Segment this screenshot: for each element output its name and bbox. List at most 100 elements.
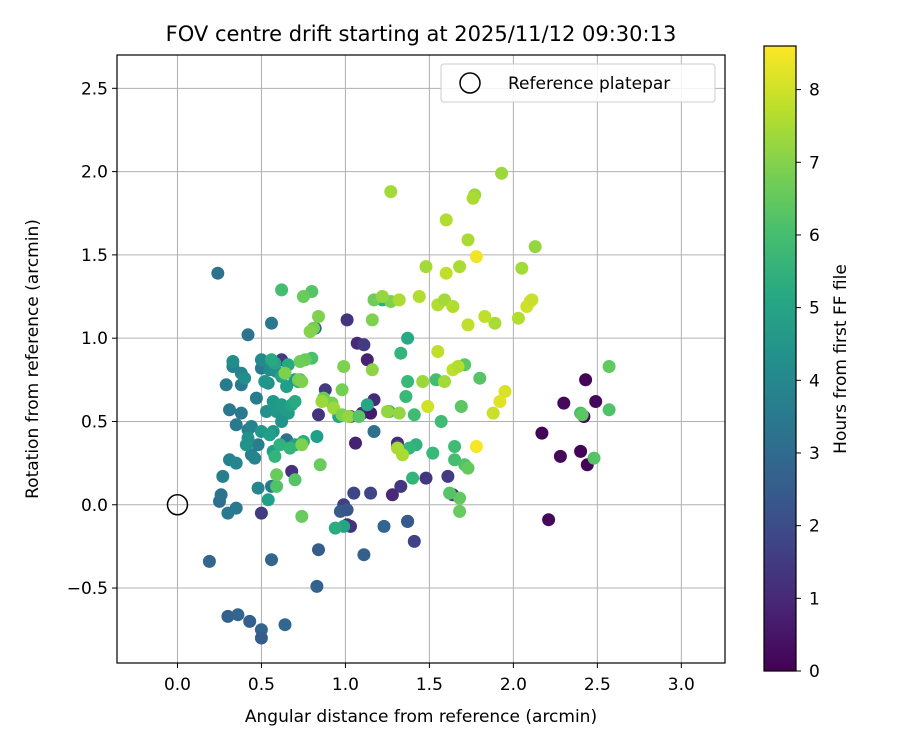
scatter-point [446,300,460,313]
scatter-point [347,486,361,500]
scatter-point [434,415,448,428]
scatter-point [221,609,235,623]
scatter-point [421,400,435,413]
scatter-point [375,290,389,303]
colorbar-tick-label: 7 [809,153,820,173]
scatter-point [557,396,571,410]
y-tick-label: 2.0 [81,163,108,183]
scatter-point [392,293,406,307]
scatter-point [473,371,487,385]
scatter-point [461,318,475,332]
scatter-point [214,488,228,502]
y-axis-label: Rotation from reference (arcmin) [23,219,43,499]
scatter-point [229,418,243,432]
scatter-point [453,491,467,505]
scatter-point [352,410,366,423]
scatter-point [288,395,302,408]
scatter-point [349,436,362,450]
scatter-point [589,395,603,408]
scatter-point [265,316,278,330]
scatter-point [515,261,529,275]
scatter-point [278,618,292,632]
scatter-point [385,488,399,502]
scatter-point [525,293,539,307]
scatter-point [275,415,289,428]
x-tick-label: 1.0 [332,675,359,695]
x-axis-label: Angular distance from reference (arcmin) [245,707,597,727]
scatter-point [342,410,356,423]
scatter-point [216,469,230,483]
scatter-point [313,458,327,472]
scatter-point [273,438,287,452]
scatter-point [229,501,243,515]
scatter-point [202,554,216,568]
scatter-point [574,444,588,458]
scatter-point [268,449,282,463]
scatter-point [295,375,309,388]
x-tick-label: 0.5 [248,675,275,695]
scatter-point [542,513,556,527]
scatter-point [270,468,284,482]
scatter-point [310,579,324,593]
y-tick-label: 2.5 [81,79,108,99]
scatter-point [364,486,378,500]
scatter-point [416,375,430,388]
colorbar-tick-label: 2 [809,517,820,537]
scatter-point [328,521,342,535]
scatter-point [453,260,467,274]
legend-box [440,63,716,103]
scatter-point [412,290,426,303]
scatter-point [377,519,391,533]
scatter-point [312,408,325,422]
scatter-point [249,391,263,405]
scatter-point [275,283,289,297]
scatter-point [488,316,502,330]
scatter-point [251,438,265,452]
legend-marker-icon [459,72,481,94]
scatter-point [453,504,467,518]
scatter-point [451,360,465,373]
scatter-point [448,440,462,453]
y-tick-label: 1.0 [81,329,108,349]
scatter-point [261,493,275,507]
legend-label: Reference platepar [508,74,670,94]
scatter-point [265,353,278,367]
scatter-point [511,311,525,325]
scatter-point [419,260,433,274]
scatter-point [401,514,415,528]
scatter-point [394,346,408,360]
scatter-point [579,373,593,387]
colorbar-tick-label: 5 [809,299,820,319]
scatter-point [226,355,240,368]
y-tick-label: 0.0 [81,496,108,516]
data-points [202,166,616,645]
x-axis-ticks: 0.0 0.5 1.0 1.5 2.0 2.5 3.0 [164,663,695,695]
scatter-point [265,553,278,567]
x-tick-label: 0.0 [164,675,191,695]
colorbar-tick-label: 0 [809,662,820,682]
scatter-point [254,506,268,520]
scatter-point [602,360,616,373]
scatter-point [278,366,292,380]
scatter-point [260,405,273,418]
scatter-point [312,543,325,557]
scatter-point [528,240,542,254]
scatter-point [340,313,354,327]
scatter-point [219,378,233,392]
scatter-point [360,353,374,367]
scatter-point [384,185,398,199]
scatter-point [254,353,268,367]
scatter-point [239,438,253,452]
scatter-point [602,403,616,417]
scatter-point [211,266,225,280]
colorbar-tick-label: 4 [809,371,820,391]
y-tick-label: 1.5 [81,246,108,266]
scatter-point [229,456,243,470]
x-tick-label: 3.0 [668,675,695,695]
scatter-point [401,375,415,388]
colorbar-tick-label: 3 [809,444,820,464]
colorbar: 0 1 2 3 4 5 6 7 8 Hours from first FF file [763,45,851,682]
scatter-point [406,471,420,485]
